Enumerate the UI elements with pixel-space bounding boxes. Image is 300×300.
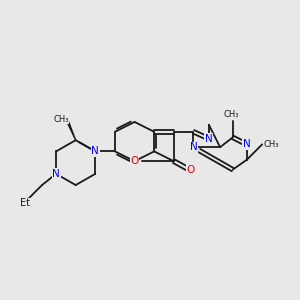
Text: Et: Et — [20, 198, 30, 208]
Text: O: O — [130, 156, 139, 166]
Text: CH₃: CH₃ — [53, 115, 69, 124]
Text: CH₃: CH₃ — [224, 110, 239, 119]
Text: N: N — [190, 142, 197, 152]
Text: N: N — [92, 146, 99, 156]
Text: CH₃: CH₃ — [263, 140, 279, 149]
Text: N: N — [52, 169, 60, 179]
Text: N: N — [243, 140, 250, 149]
Polygon shape — [67, 120, 76, 140]
Text: O: O — [187, 165, 195, 175]
Text: N: N — [205, 134, 213, 144]
